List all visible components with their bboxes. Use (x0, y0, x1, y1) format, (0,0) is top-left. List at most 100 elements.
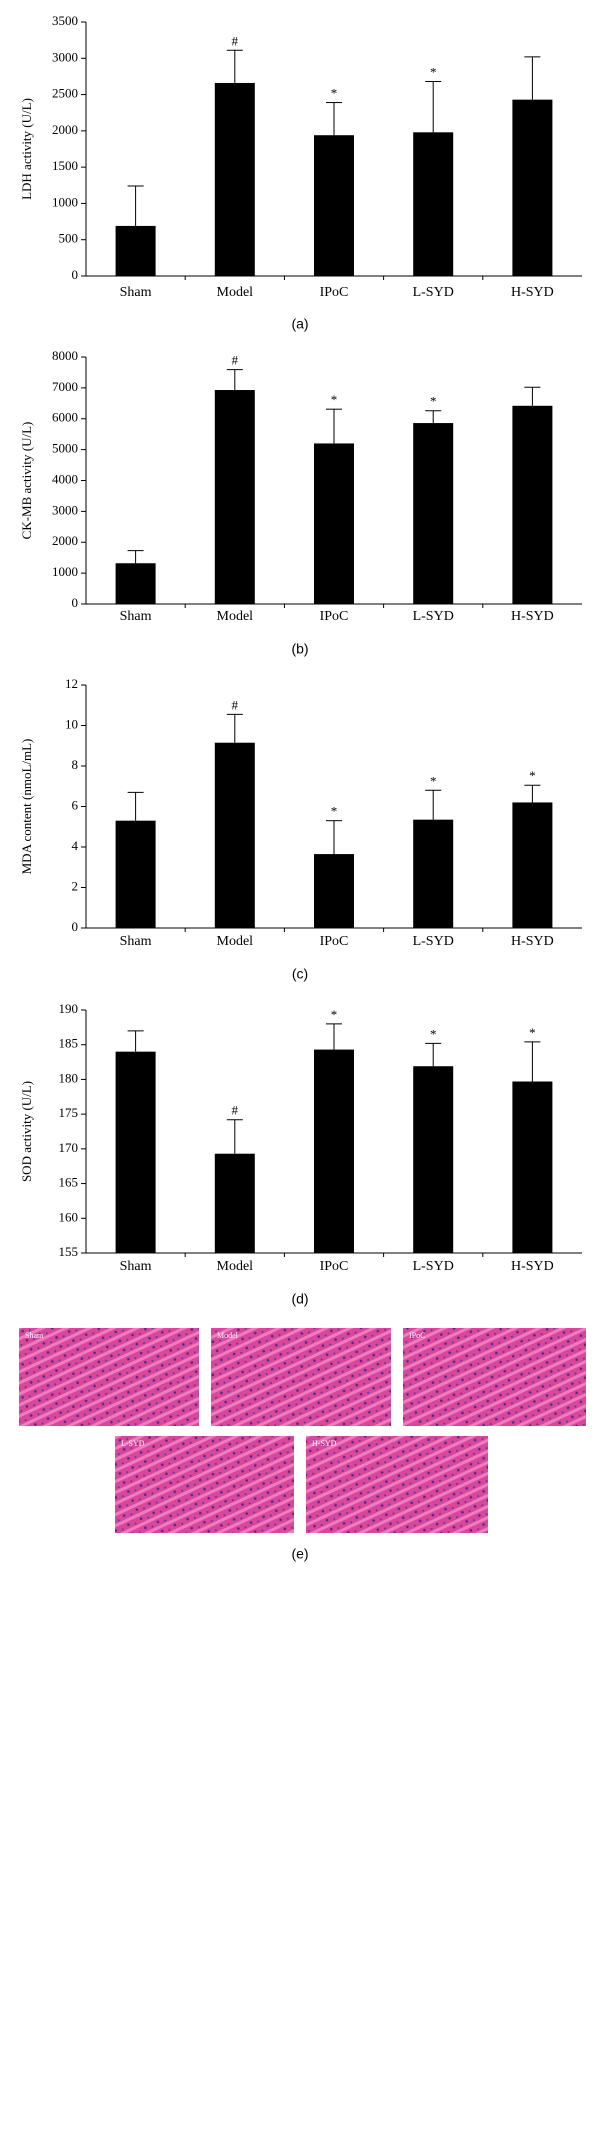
y-tick-label: 3000 (52, 502, 78, 517)
bar (115, 820, 156, 928)
image-label: Model (217, 1331, 239, 1340)
x-tick-label: Model (217, 609, 254, 624)
y-tick-label: 6 (72, 797, 79, 812)
panel-caption: (d) (291, 1291, 308, 1307)
bar (115, 1051, 156, 1253)
annotation: * (529, 1025, 536, 1040)
x-tick-label: L-SYD (413, 609, 454, 624)
y-tick-label: 2000 (52, 533, 78, 548)
y-tick-label: 1500 (52, 158, 78, 173)
y-tick-label: 160 (59, 1209, 79, 1224)
bar (115, 225, 156, 276)
y-axis-label: LDH activity (U/L) (19, 98, 34, 200)
x-tick-label: Sham (120, 1259, 152, 1274)
y-tick-label: 2 (72, 878, 79, 893)
annotation: * (331, 392, 338, 407)
y-tick-label: 3000 (52, 49, 78, 64)
y-axis-label: MDA content (nmoL/mL) (19, 739, 34, 875)
x-tick-label: Sham (120, 609, 152, 624)
x-tick-label: Sham (120, 934, 152, 949)
bar (214, 82, 255, 277)
x-tick-label: H-SYD (511, 1259, 554, 1274)
y-tick-label: 155 (59, 1244, 79, 1259)
bar (314, 443, 354, 604)
y-tick-label: 6000 (52, 410, 78, 425)
bar (413, 132, 454, 276)
x-tick-label: L-SYD (413, 934, 454, 949)
x-tick-label: Model (217, 1259, 254, 1274)
histology-image (211, 1328, 391, 1426)
x-tick-label: Model (217, 934, 254, 949)
bar (413, 819, 454, 928)
histology-image (19, 1328, 199, 1426)
y-tick-label: 8 (72, 757, 79, 772)
y-tick-label: 0 (72, 267, 79, 282)
image-label: Sham (25, 1331, 44, 1340)
y-tick-label: 0 (72, 919, 79, 934)
annotation: # (232, 1103, 239, 1118)
x-tick-label: Sham (120, 285, 152, 300)
image-label: IPoC (409, 1331, 425, 1340)
image-label: L-SYD (121, 1439, 145, 1448)
image-label: H-SYD (312, 1439, 337, 1448)
x-tick-label: IPoC (320, 934, 349, 949)
x-tick-label: L-SYD (413, 1259, 454, 1274)
annotation: # (232, 33, 239, 48)
x-tick-label: H-SYD (511, 934, 554, 949)
bar (115, 563, 156, 604)
x-tick-label: H-SYD (511, 285, 554, 300)
panel-caption: (b) (291, 641, 308, 657)
annotation: * (430, 394, 437, 409)
annotation: * (331, 804, 338, 819)
y-tick-label: 4 (72, 838, 79, 853)
bar (512, 1081, 553, 1253)
panel-caption: (a) (291, 316, 308, 332)
y-tick-label: 10 (65, 716, 78, 731)
bar (512, 802, 553, 928)
annotation: * (430, 773, 437, 788)
annotation: * (331, 86, 338, 101)
y-tick-label: 3500 (52, 13, 78, 28)
y-tick-label: 2000 (52, 122, 78, 137)
annotation: * (529, 768, 536, 783)
histology-image (403, 1328, 586, 1426)
x-tick-label: IPoC (320, 609, 349, 624)
y-tick-label: 180 (59, 1070, 79, 1085)
y-tick-label: 1000 (52, 194, 78, 209)
annotation: * (331, 1007, 338, 1022)
annotation: * (430, 64, 437, 79)
bar (413, 423, 454, 604)
panel-caption: (c) (292, 966, 308, 982)
y-axis-label: CK-MB activity (U/L) (19, 422, 34, 540)
histology-image (306, 1436, 488, 1533)
y-tick-label: 7000 (52, 379, 78, 394)
annotation: # (232, 353, 239, 368)
x-tick-label: L-SYD (413, 285, 454, 300)
y-tick-label: 2500 (52, 86, 78, 101)
y-tick-label: 0 (72, 595, 79, 610)
bar (214, 742, 255, 928)
y-tick-label: 5000 (52, 441, 78, 456)
y-tick-label: 1000 (52, 564, 78, 579)
y-tick-label: 185 (59, 1036, 79, 1051)
x-tick-label: Model (217, 285, 254, 300)
y-tick-label: 190 (59, 1001, 79, 1016)
y-tick-label: 4000 (52, 471, 78, 486)
bar (512, 99, 553, 276)
x-tick-label: H-SYD (511, 609, 554, 624)
y-tick-label: 12 (65, 676, 78, 691)
y-tick-label: 170 (59, 1140, 79, 1155)
panel-caption: (e) (291, 1546, 308, 1562)
y-tick-label: 500 (59, 231, 79, 246)
bar (512, 405, 553, 604)
bar (214, 390, 255, 604)
annotation: # (232, 697, 239, 712)
x-tick-label: IPoC (320, 285, 349, 300)
y-tick-label: 165 (59, 1175, 79, 1190)
bar (314, 854, 354, 928)
bar (314, 135, 354, 276)
histology-image (115, 1436, 294, 1533)
y-axis-label: SOD activity (U/L) (19, 1081, 34, 1182)
y-tick-label: 8000 (52, 348, 78, 363)
